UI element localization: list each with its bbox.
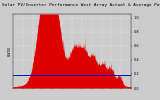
Text: Solar PV/Inverter Performance West Array Actual & Average Power Output: Solar PV/Inverter Performance West Array… — [2, 3, 160, 7]
Y-axis label: kW00: kW00 — [7, 46, 11, 56]
